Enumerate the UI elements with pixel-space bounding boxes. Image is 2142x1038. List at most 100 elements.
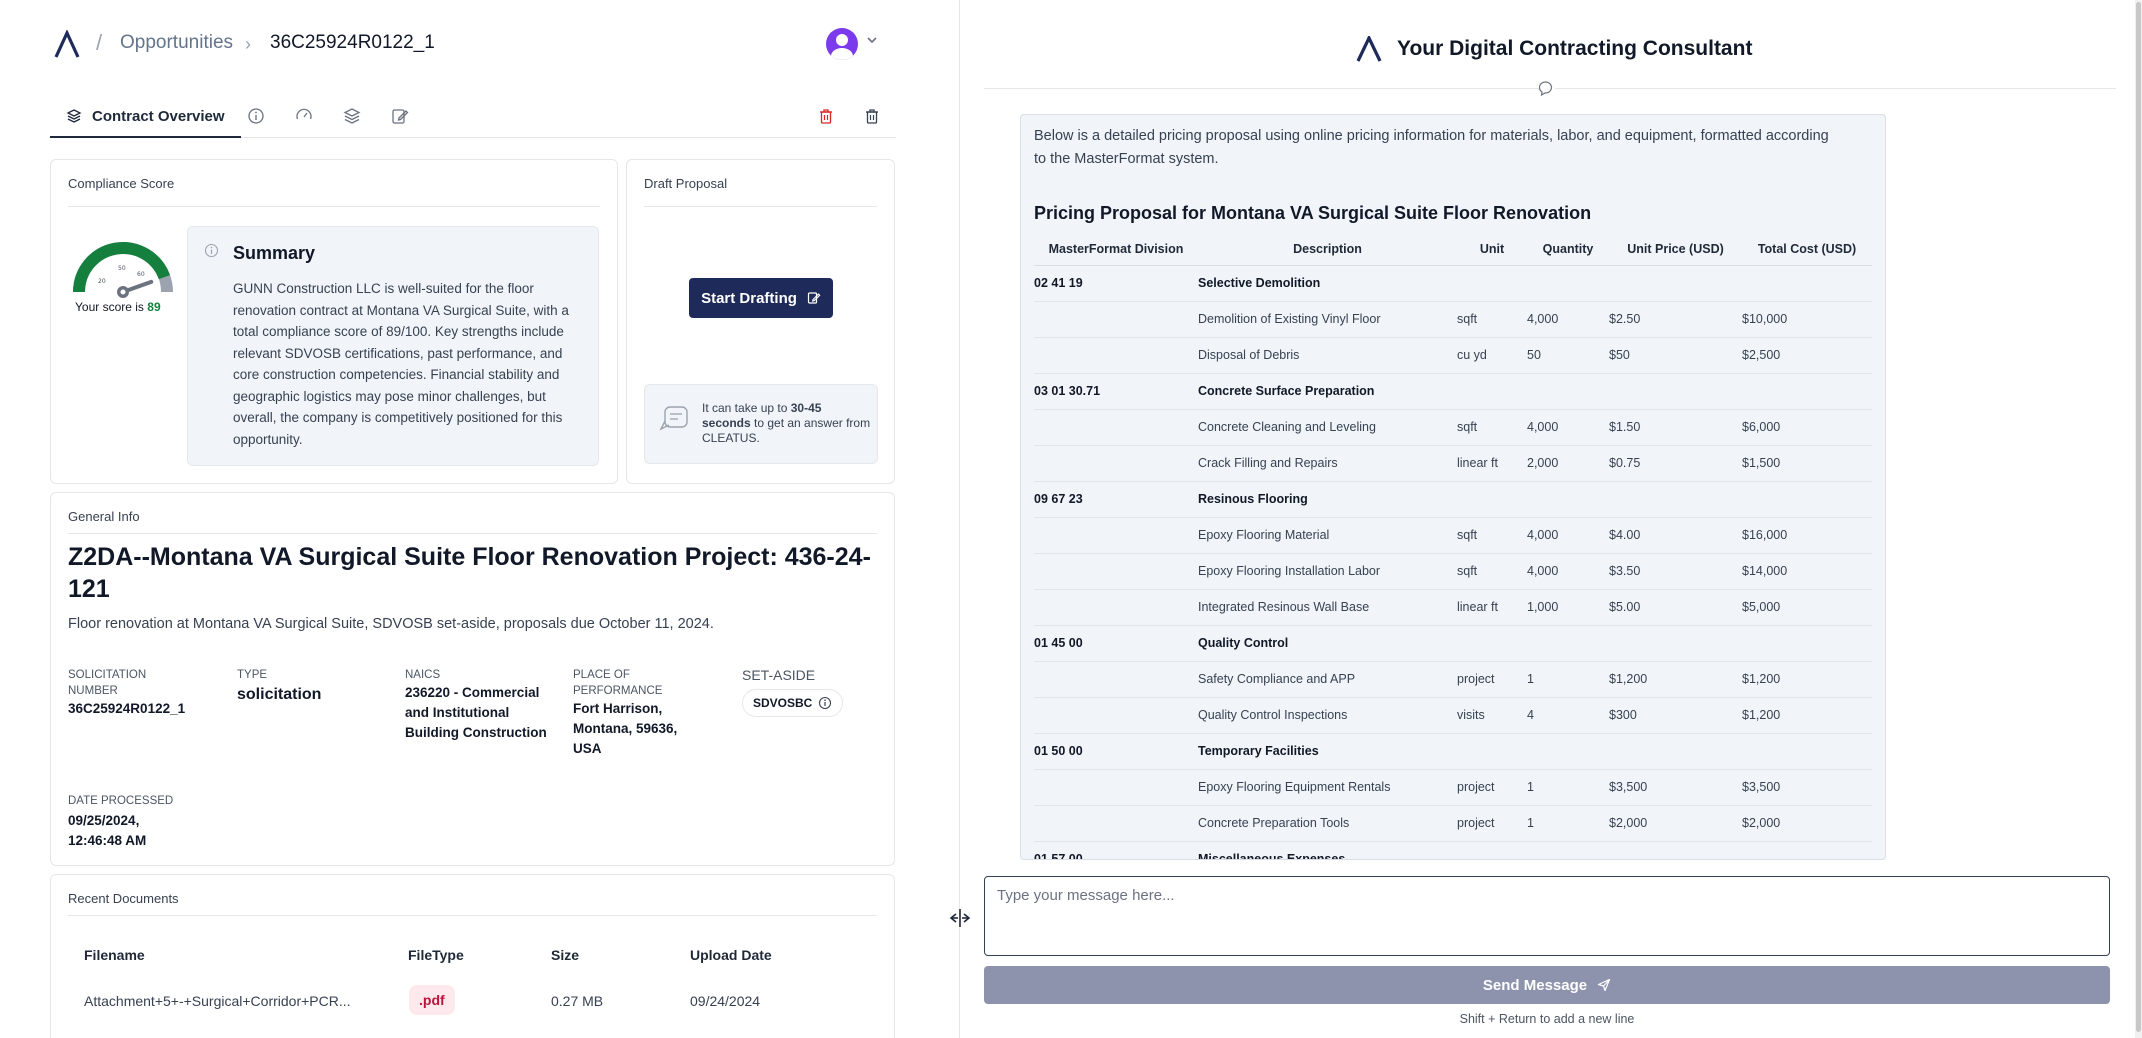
item-unit-price: $3,500 <box>1609 769 1742 806</box>
item-unit: sqft <box>1457 301 1527 338</box>
empty-cell <box>1034 805 1198 842</box>
set-aside-value: SDVOSBC <box>753 696 813 710</box>
empty-cell <box>1034 409 1198 446</box>
item-description: Concrete Cleaning and Leveling <box>1198 409 1457 446</box>
edit-icon <box>807 292 821 304</box>
column-header-upload-date[interactable]: Upload Date <box>690 947 772 963</box>
column-header-total-cost: Total Cost (USD) <box>1742 233 1872 266</box>
item-description: Concrete Preparation Tools <box>1198 805 1457 842</box>
scrollbar-thumb[interactable] <box>2136 2 2141 1032</box>
item-unit: sqft <box>1457 517 1527 554</box>
pane-divider[interactable] <box>959 0 960 1038</box>
empty-cell <box>1034 337 1198 374</box>
empty-cell <box>1742 481 1872 518</box>
column-header-quantity: Quantity <box>1527 233 1609 266</box>
division-code: 01 50 00 <box>1034 733 1198 770</box>
item-description: Epoxy Flooring Equipment Rentals <box>1198 769 1457 806</box>
pricing-table: MasterFormat Division Description Unit Q… <box>1034 233 1872 859</box>
item-unit: project <box>1457 661 1527 698</box>
message-input[interactable] <box>985 877 2109 955</box>
document-filename[interactable]: Attachment+5+-+Surgical+Corridor+PCR... <box>84 993 351 1009</box>
empty-cell <box>1527 265 1609 302</box>
item-unit-price: $4.00 <box>1609 517 1742 554</box>
start-drafting-button[interactable]: Start Drafting <box>689 278 833 318</box>
division-name: Resinous Flooring <box>1198 481 1457 518</box>
send-message-button[interactable]: Send Message <box>984 966 2110 1004</box>
division-name: Concrete Surface Preparation <box>1198 373 1457 410</box>
tab-info-icon[interactable] <box>246 106 266 126</box>
breadcrumb-separator: / <box>96 30 103 55</box>
left-pane: / Opportunities › 36C25924R0122_1 Contra… <box>0 0 960 1038</box>
item-unit: sqft <box>1457 409 1527 446</box>
assistant-message: Below is a detailed pricing proposal usi… <box>1020 114 1886 860</box>
empty-cell <box>1457 265 1527 302</box>
top-bar: / Opportunities › 36C25924R0122_1 <box>0 0 960 88</box>
item-unit: visits <box>1457 697 1527 734</box>
division-row: 01 50 00 Temporary Facilities <box>1034 733 1872 770</box>
summary-text: GUNN Construction LLC is well-suited for… <box>233 281 569 447</box>
breadcrumb-chevron-icon: › <box>245 34 251 54</box>
column-header-unit: Unit <box>1457 233 1527 266</box>
breadcrumb-current: 36C25924R0122_1 <box>270 32 435 53</box>
item-total-cost: $10,000 <box>1742 301 1872 338</box>
tab-stack-icon[interactable] <box>342 106 362 126</box>
input-hint: Shift + Return to add a new line <box>1459 1012 1635 1026</box>
draft-proposal-label: Draft Proposal <box>644 176 728 191</box>
place-of-performance-value: Fort Harrison, Montana, 59636, USA <box>573 701 678 756</box>
line-item-row: Integrated Resinous Wall Base linear ft 1,… <box>1034 589 1872 626</box>
tab-contract-overview[interactable]: Contract Overview <box>50 96 241 138</box>
division-code: 02 41 19 <box>1034 265 1198 302</box>
filetype-badge: .pdf <box>409 985 455 1015</box>
line-item-row: Disposal of Debris cu yd 50 $50 $2,500 <box>1034 337 1872 374</box>
empty-cell <box>1457 625 1527 662</box>
naics-label: NAICS <box>405 669 441 681</box>
solicitation-number-label: Solicitation Number <box>68 669 147 697</box>
item-quantity: 4 <box>1527 697 1609 734</box>
empty-cell <box>1527 481 1609 518</box>
avatar[interactable] <box>826 28 858 60</box>
tab-gauge-icon[interactable] <box>294 106 314 126</box>
message-input-box[interactable] <box>984 876 2110 956</box>
empty-cell <box>1609 733 1742 770</box>
info-icon <box>819 696 832 710</box>
chevron-down-icon[interactable] <box>866 34 878 46</box>
archive-icon[interactable] <box>862 106 882 126</box>
compliance-label: Compliance Score <box>68 176 175 191</box>
gauge-tick-label: 20 <box>98 278 106 285</box>
app-logo-icon[interactable] <box>54 30 80 58</box>
item-description: Disposal of Debris <box>1198 337 1457 374</box>
column-header-size[interactable]: Size <box>551 947 580 963</box>
column-header-filename[interactable]: Filename <box>84 947 145 963</box>
item-unit-price: $1.50 <box>1609 409 1742 446</box>
division-code: 01 57 00 <box>1034 841 1198 859</box>
column-header-filetype[interactable]: FileType <box>408 947 464 963</box>
chat-title: Your Digital Contracting Consultant <box>1397 37 1753 60</box>
item-total-cost: $3,500 <box>1742 769 1872 806</box>
document-upload-date: 09/24/2024 <box>690 993 761 1009</box>
item-total-cost: $1,200 <box>1742 661 1872 698</box>
resize-handle-icon[interactable] <box>946 906 974 930</box>
item-quantity: 50 <box>1527 337 1609 374</box>
division-name: Miscellaneous Expenses <box>1198 841 1457 859</box>
overview-tabs: Contract Overview <box>50 96 896 138</box>
item-quantity: 4,000 <box>1527 301 1609 338</box>
info-icon <box>204 243 219 258</box>
line-item-row: Demolition of Existing Vinyl Floor sqft 4,… <box>1034 301 1872 338</box>
delete-icon[interactable] <box>816 106 836 126</box>
empty-cell <box>1609 373 1742 410</box>
app-logo-icon <box>1356 36 1382 62</box>
item-quantity: 4,000 <box>1527 553 1609 590</box>
item-total-cost: $1,500 <box>1742 445 1872 482</box>
wait-text-post: to get an answer from CLEATUS. <box>702 416 871 445</box>
empty-cell <box>1034 553 1198 590</box>
item-unit-price: $3.50 <box>1609 553 1742 590</box>
empty-cell <box>1527 625 1609 662</box>
empty-cell <box>1609 625 1742 662</box>
set-aside-badge[interactable]: SDVOSBC <box>742 689 844 717</box>
line-item-row: Concrete Cleaning and Leveling sqft 4,000 $… <box>1034 409 1872 446</box>
empty-cell <box>1527 373 1609 410</box>
set-aside-label: SET-ASIDE <box>742 667 816 683</box>
item-unit-price: $50 <box>1609 337 1742 374</box>
tab-edit-icon[interactable] <box>390 106 410 126</box>
breadcrumb-opportunities-link[interactable]: Opportunities <box>120 32 234 53</box>
